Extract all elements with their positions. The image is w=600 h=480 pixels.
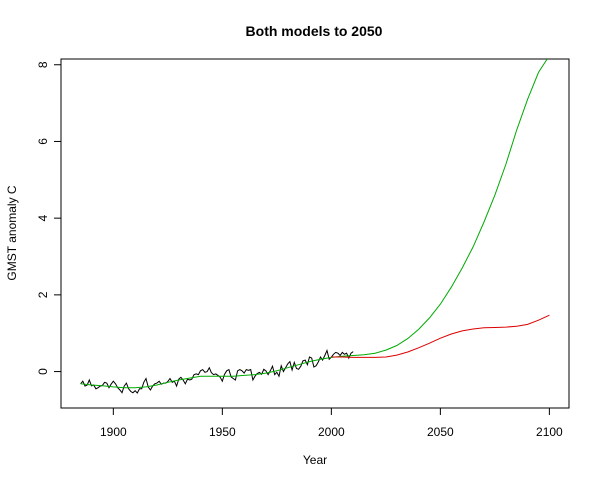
x-tick-label: 2000 (318, 425, 345, 439)
y-tick-label: 6 (36, 138, 50, 145)
x-tick-label: 2050 (427, 425, 454, 439)
x-axis-label: Year (303, 453, 327, 467)
x-tick-label: 1950 (209, 425, 236, 439)
y-tick-label: 2 (36, 291, 50, 298)
plot-frame (60, 58, 570, 409)
y-tick-label: 8 (36, 61, 50, 68)
series-line-2 (80, 59, 548, 389)
x-axis: 1900 1950 2000 2050 2100 (100, 407, 563, 439)
series-line-3 (331, 314, 550, 358)
x-tick-label: 2100 (536, 425, 563, 439)
y-axis-label: GMST anomaly C (5, 185, 19, 280)
y-tick-label: 4 (36, 215, 50, 222)
chart-title: Both models to 2050 (246, 23, 383, 39)
y-tick-label: 0 (36, 368, 50, 375)
series-line-1 (80, 348, 354, 394)
y-axis: 0 2 4 6 8 (36, 61, 62, 375)
plot-area (80, 59, 550, 394)
x-tick-label: 1900 (100, 425, 127, 439)
